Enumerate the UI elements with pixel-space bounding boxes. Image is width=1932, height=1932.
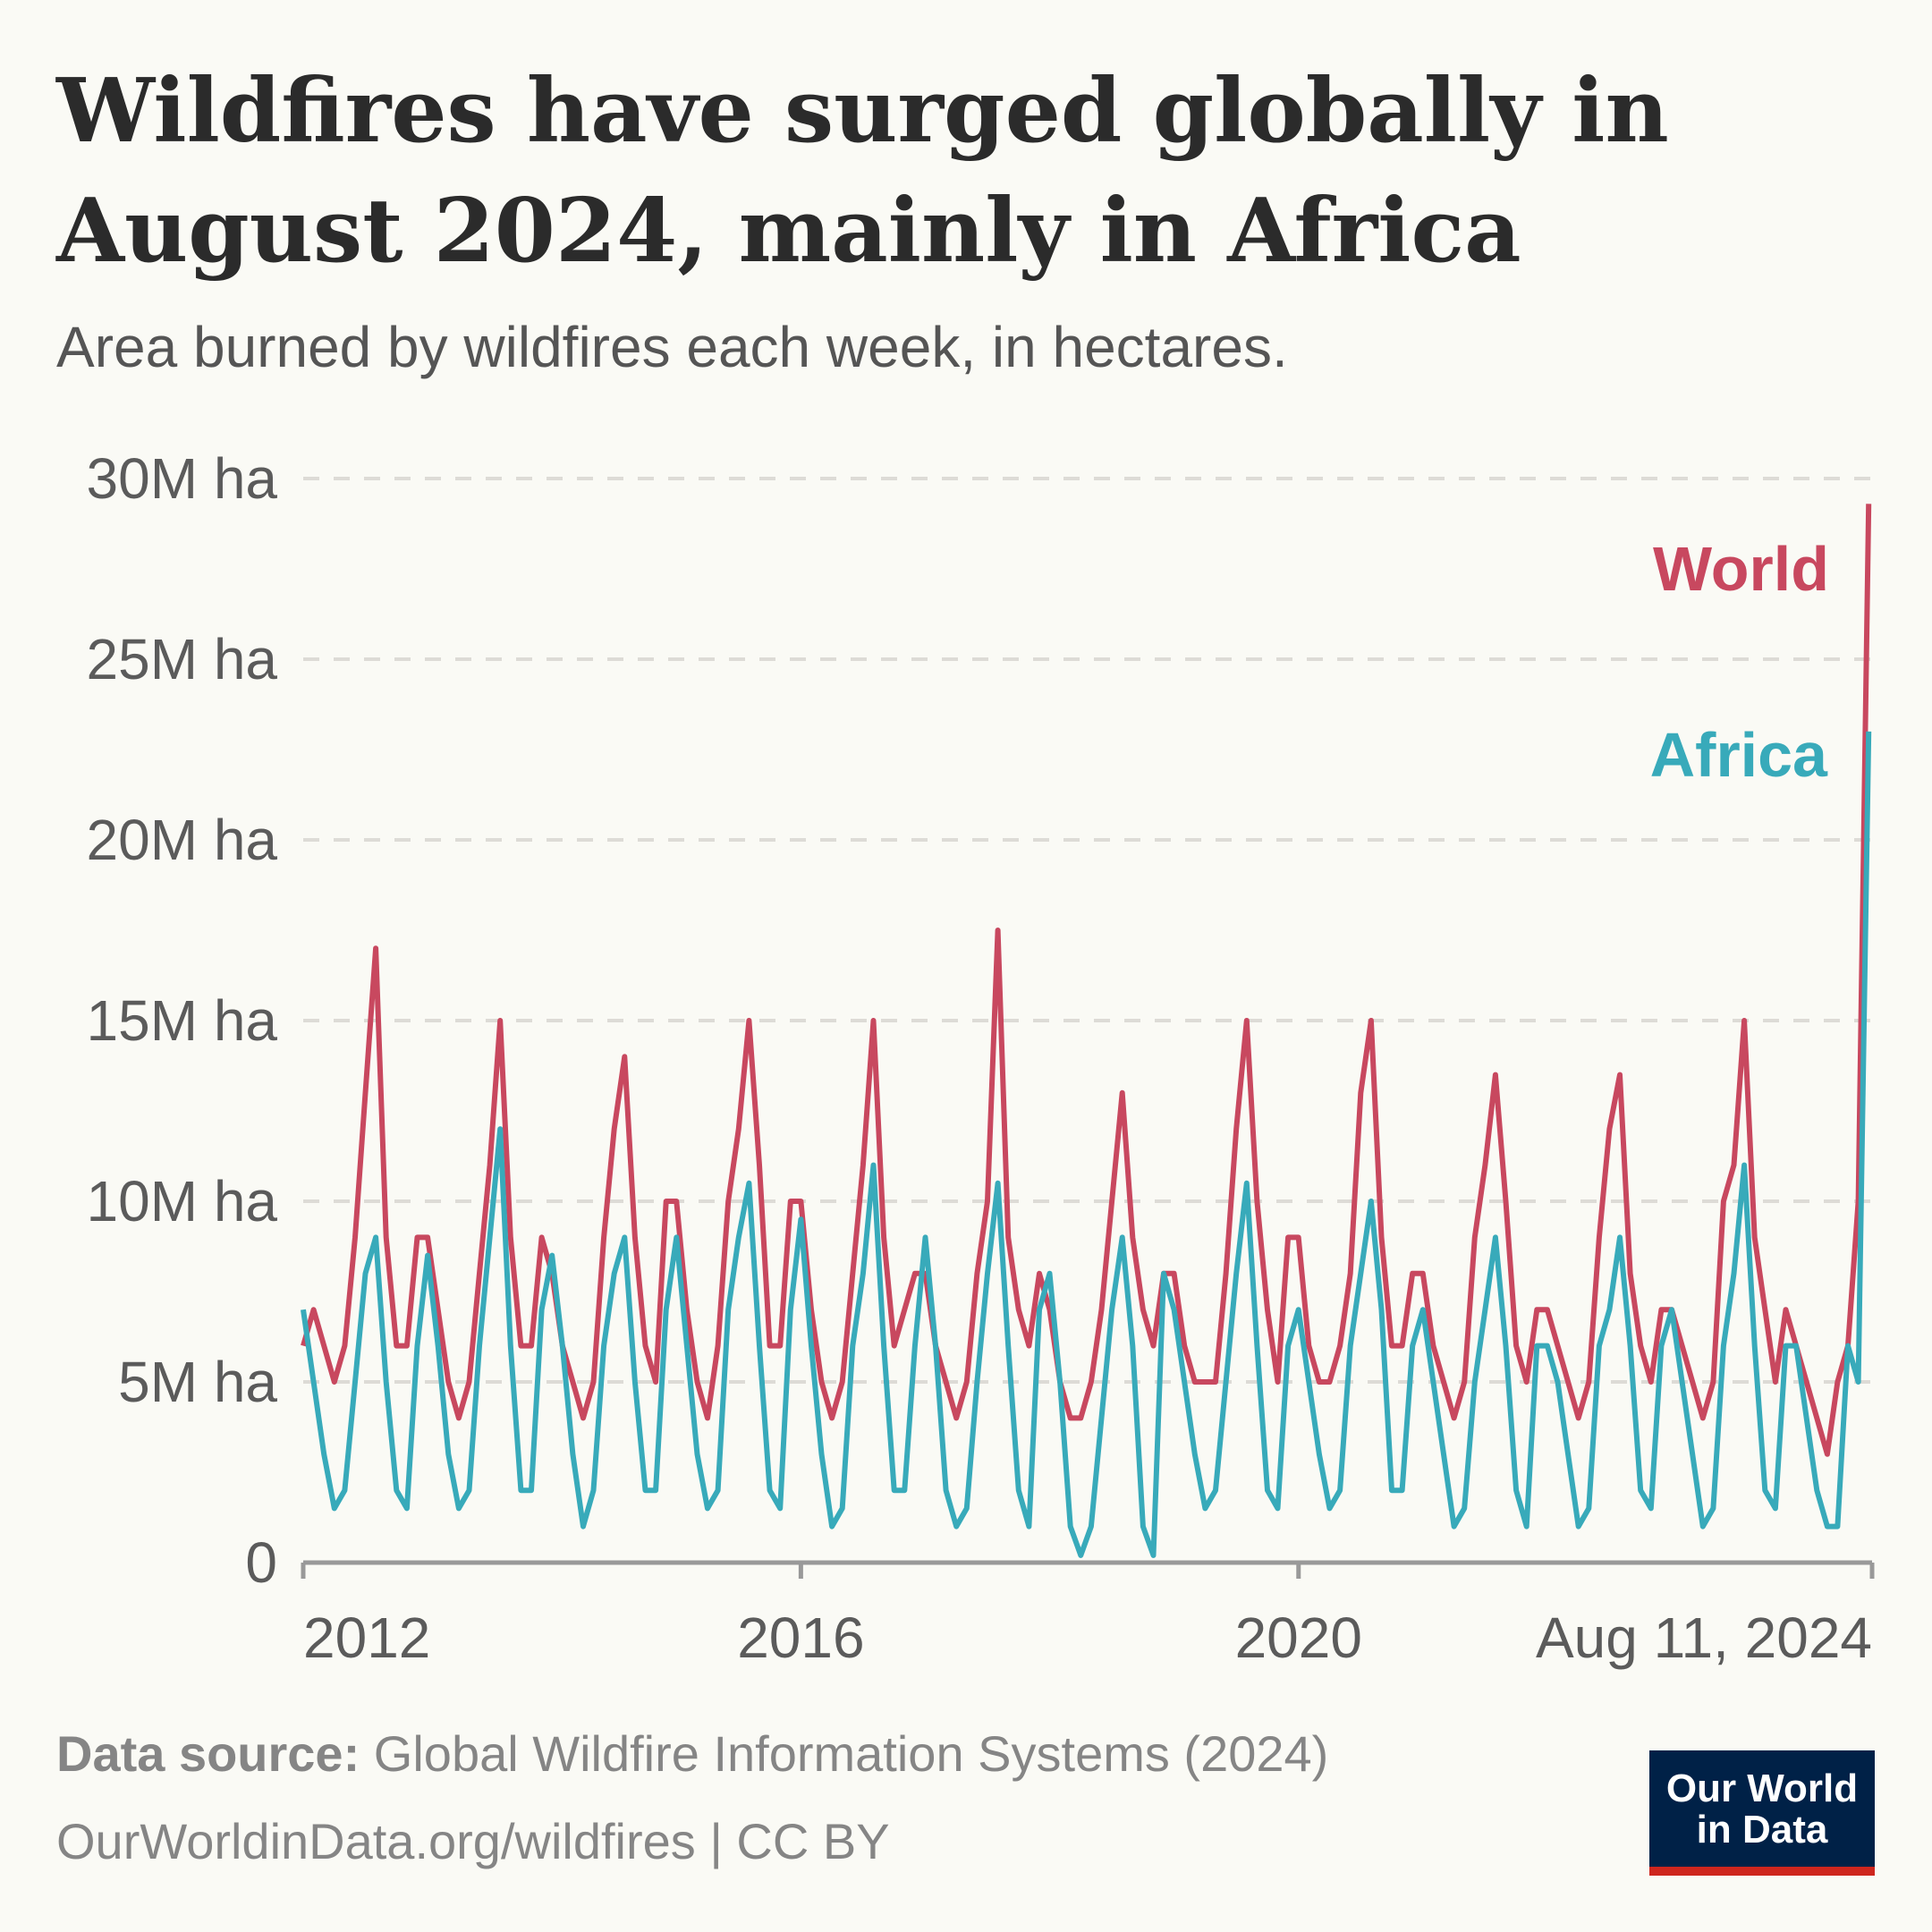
logo-line-2: in Data — [1697, 1808, 1828, 1852]
x-tick-label: 2020 — [1235, 1606, 1362, 1670]
y-tick-label: 5M ha — [118, 1350, 277, 1414]
y-tick-label: 0 — [245, 1530, 277, 1595]
data-source-label: Data source: — [56, 1725, 360, 1782]
owid-logo[interactable]: Our World in Data — [1649, 1750, 1875, 1876]
title-line-2: August 2024, mainly in Africa — [55, 180, 1521, 283]
data-source: Data source: Global Wildfire Information… — [56, 1725, 1328, 1782]
subtitle: Area burned by wildfires each week, in h… — [56, 315, 1288, 379]
legend-world: World — [1653, 534, 1829, 604]
x-tick-label: 2016 — [737, 1606, 864, 1670]
data-source-text: Global Wildfire Information Systems (202… — [360, 1725, 1328, 1782]
x-axis: 2012 2016 2020 Aug 11, 2024 — [301, 1560, 1875, 1670]
series-line-africa — [301, 731, 1872, 1558]
url-license[interactable]: OurWorldinData.org/wildfires | CC BY — [56, 1813, 890, 1869]
y-tick-label: 15M ha — [87, 988, 278, 1053]
logo-bar — [1649, 1867, 1875, 1876]
logo-line-1: Our World — [1666, 1767, 1858, 1810]
y-tick-label: 10M ha — [87, 1169, 278, 1233]
y-tick-label: 20M ha — [87, 808, 278, 872]
y-axis: 0 5M ha 10M ha 15M ha 20M ha 25M ha 30M ha — [87, 446, 278, 1595]
legend-africa: Africa — [1650, 720, 1828, 790]
series-lines — [301, 504, 1872, 1558]
x-tick-label: 2012 — [303, 1606, 430, 1670]
y-tick-label: 25M ha — [87, 627, 278, 691]
y-tick-label: 30M ha — [87, 446, 278, 511]
x-tick-label: Aug 11, 2024 — [1536, 1606, 1872, 1670]
title-line-1: Wildfires have surged globally in — [55, 60, 1669, 163]
logo-background — [1649, 1750, 1875, 1867]
